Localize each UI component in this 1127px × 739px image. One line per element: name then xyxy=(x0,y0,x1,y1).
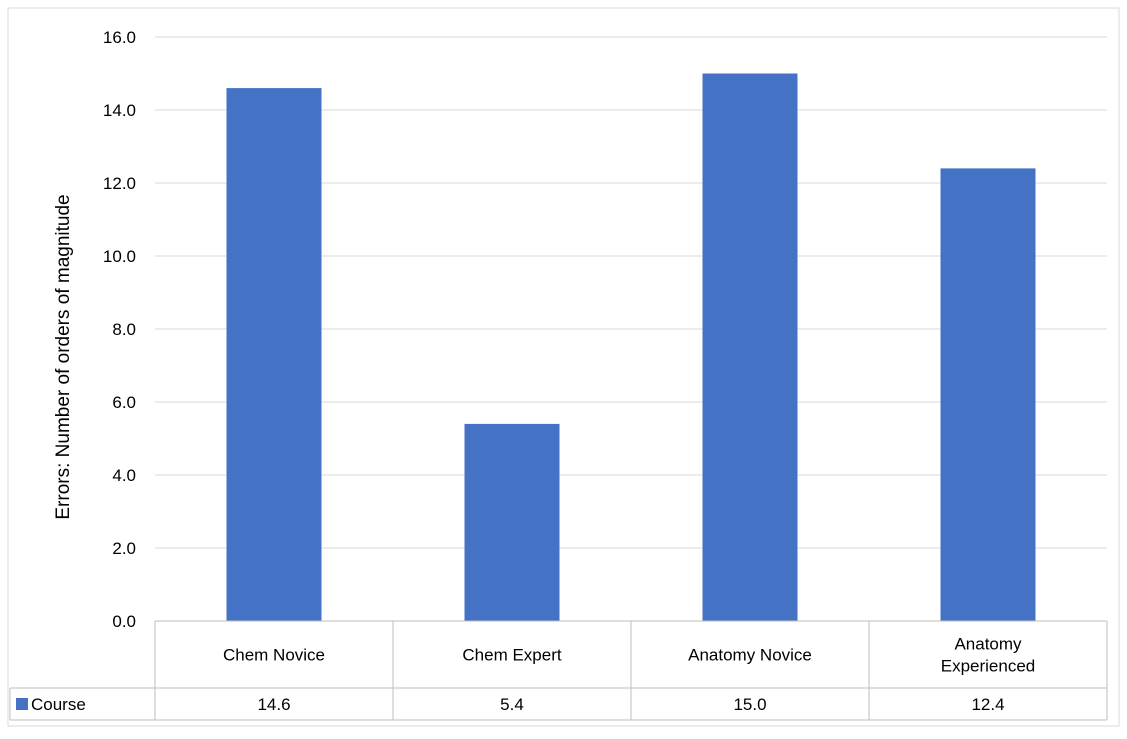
y-tick-label: 16.0 xyxy=(103,28,136,47)
y-tick-label: 6.0 xyxy=(112,393,136,412)
bar xyxy=(226,88,322,622)
y-axis-title: Errors: Number of orders of magnitude xyxy=(53,194,74,519)
y-tick-label: 14.0 xyxy=(103,101,136,120)
y-tick-label: 2.0 xyxy=(112,539,136,558)
table-value-cell: 5.4 xyxy=(500,695,524,714)
chart-border xyxy=(7,7,1120,727)
legend-series-name: Course xyxy=(31,695,86,714)
y-tick-label: 10.0 xyxy=(103,247,136,266)
bar xyxy=(464,423,560,621)
category-label: Chem Expert xyxy=(462,646,561,665)
category-label: Anatomy Novice xyxy=(688,646,812,665)
y-tick-label: 12.0 xyxy=(103,174,136,193)
bar xyxy=(940,168,1036,621)
legend-swatch xyxy=(16,698,28,710)
table-value-cell: 14.6 xyxy=(257,695,290,714)
y-tick-label: 0.0 xyxy=(112,612,136,631)
category-label: Chem Novice xyxy=(223,646,325,665)
table-value-cell: 12.4 xyxy=(971,695,1004,714)
y-tick-label: 4.0 xyxy=(112,466,136,485)
y-tick-label: 8.0 xyxy=(112,320,136,339)
bar xyxy=(702,73,798,621)
category-label: Anatomy Experienced xyxy=(941,635,1036,676)
table-value-cell: 15.0 xyxy=(733,695,766,714)
